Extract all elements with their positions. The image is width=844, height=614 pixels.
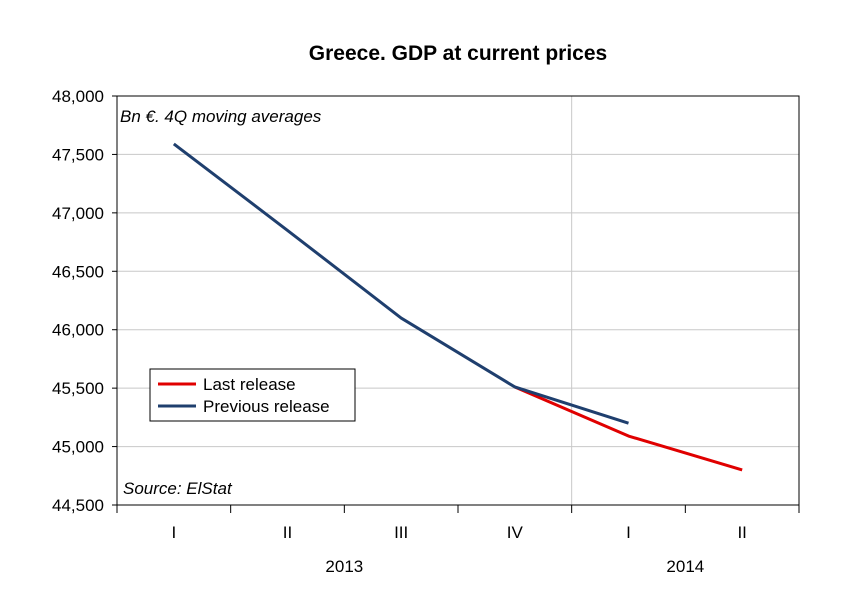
x-tick-label: II [737, 523, 746, 542]
grid [117, 95, 799, 506]
y-tick-label: 48,000 [52, 87, 104, 106]
plot-frame [116, 95, 800, 506]
x-year-label: 2013 [325, 557, 363, 576]
x-year-label: 2014 [666, 557, 704, 576]
legend: Last release Previous release [149, 368, 356, 422]
x-tick-label: II [283, 523, 292, 542]
legend-label: Previous release [203, 397, 330, 416]
y-tick-label: 44,500 [52, 496, 104, 515]
y-tick-label: 45,500 [52, 379, 104, 398]
y-tick-label: 46,000 [52, 321, 104, 340]
x-tick-label: IV [507, 523, 524, 542]
chart-subtitle: Bn €. 4Q moving averages [120, 107, 322, 126]
y-tick-label: 47,500 [52, 145, 104, 164]
series-line-previous-release [172, 142, 629, 425]
series-line-last-release [514, 385, 743, 472]
y-tick-label: 46,500 [52, 262, 104, 281]
x-tick-label: I [171, 523, 176, 542]
legend-box [149, 368, 356, 422]
source-note: Source: ElStat [123, 479, 233, 498]
x-tick-label: III [394, 523, 408, 542]
x-tick-label: I [626, 523, 631, 542]
series-lines [172, 142, 743, 472]
y-axis: 44,500 45,000 45,500 46,000 46,500 47,000 47,5… [52, 87, 117, 515]
legend-label: Last release [203, 375, 296, 394]
chart-title: Greece. GDP at current prices [309, 42, 607, 65]
y-tick-label: 47,000 [52, 204, 104, 223]
y-tick-label: 45,000 [52, 438, 104, 457]
